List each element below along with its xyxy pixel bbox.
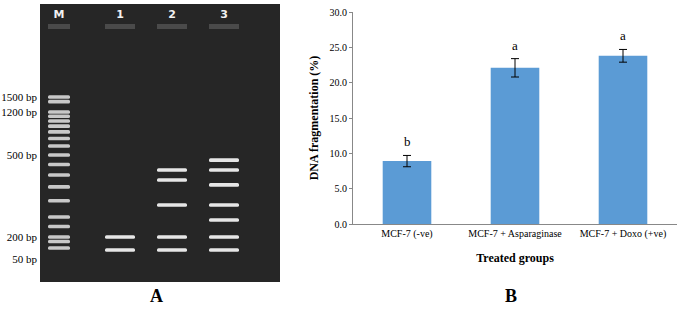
svg-text:1200 bp: 1200 bp (1, 106, 37, 118)
svg-text:30.0: 30.0 (330, 7, 348, 18)
svg-text:1: 1 (116, 8, 124, 21)
svg-text:20.0: 20.0 (330, 77, 348, 88)
svg-text:b: b (404, 134, 411, 149)
svg-text:MCF-7 (-ve): MCF-7 (-ve) (381, 228, 432, 240)
svg-text:a: a (512, 38, 518, 53)
svg-text:10.0: 10.0 (330, 148, 348, 159)
svg-text:50 bp: 50 bp (12, 253, 37, 265)
svg-text:500 bp: 500 bp (7, 149, 38, 161)
svg-text:Treated groups: Treated groups (476, 251, 554, 265)
svg-text:2: 2 (168, 8, 176, 21)
svg-text:DNA fragmentation (%): DNA fragmentation (%) (307, 56, 321, 181)
svg-text:MCF-7 + Doxo (+ve): MCF-7 + Doxo (+ve) (580, 228, 667, 240)
html-text:B: B (505, 286, 517, 306)
svg-text:MCF-7 + Asparaginase: MCF-7 + Asparaginase (468, 228, 562, 239)
svg-text:1500 bp: 1500 bp (1, 91, 37, 103)
svg-text:a: a (620, 28, 626, 43)
svg-text:15.0: 15.0 (330, 113, 348, 124)
svg-text:3: 3 (220, 8, 228, 21)
html-text:A: A (150, 286, 163, 306)
svg-text:200 bp: 200 bp (7, 231, 38, 243)
svg-text:0.0: 0.0 (335, 219, 348, 230)
svg-text:5.0: 5.0 (335, 183, 348, 194)
svg-text:25.0: 25.0 (330, 42, 348, 53)
svg-text:M: M (54, 8, 65, 21)
